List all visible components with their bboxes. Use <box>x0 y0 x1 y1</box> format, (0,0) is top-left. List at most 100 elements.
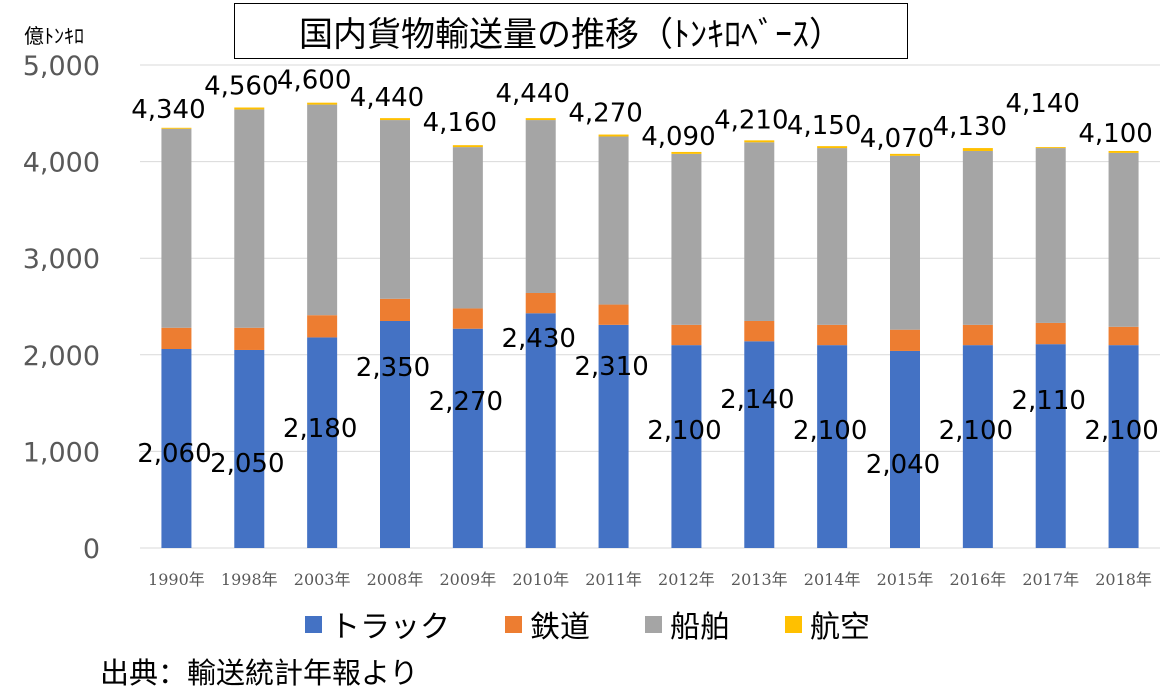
bar-segment-rail <box>307 315 338 338</box>
bar-segment-air <box>234 107 265 110</box>
bar-segment-air <box>1108 150 1139 153</box>
bar-segment-ship <box>598 136 629 305</box>
truck-data-label: 2,140 <box>720 385 794 415</box>
total-data-label: 4,270 <box>568 99 642 129</box>
bar-segment-rail <box>452 308 483 329</box>
bar-segment-rail <box>380 298 410 321</box>
legend-label-rail: 鉄道 <box>530 610 590 645</box>
total-data-label: 4,140 <box>1005 89 1079 119</box>
total-data-label: 4,210 <box>714 105 788 135</box>
bar-segment-ship <box>744 142 775 321</box>
total-data-label: 4,100 <box>1078 119 1152 149</box>
bar-segment-ship <box>817 148 848 325</box>
x-tick-label: 2009年 <box>439 570 496 589</box>
bar-segment-ship <box>962 150 993 325</box>
legend-label-air: 航空 <box>810 610 870 645</box>
total-data-label: 4,150 <box>787 111 861 141</box>
legend: トラック 鉄道 船舶 航空 <box>305 602 870 646</box>
bar-segment-rail <box>890 329 920 351</box>
bar-segment-air <box>307 102 338 105</box>
x-tick-label: 2015年 <box>877 570 934 589</box>
bar-segment-rail <box>1108 326 1139 346</box>
truck-data-label: 2,430 <box>501 324 575 354</box>
source-note: 出典：輸送統計年報より <box>100 656 419 690</box>
truck-data-label: 2,050 <box>210 449 284 479</box>
bar-segment-truck <box>1035 344 1066 548</box>
bar-segment-ship <box>234 109 265 328</box>
total-data-label: 4,130 <box>933 112 1007 142</box>
bar-segment-rail <box>671 324 702 346</box>
bar-segment-rail <box>744 320 775 342</box>
truck-data-label: 2,100 <box>939 416 1013 446</box>
bar-segment-rail <box>598 304 629 325</box>
y-tick-label: 2,000 <box>23 341 100 372</box>
legend-item-rail: 鉄道 <box>505 602 590 646</box>
bar-segment-air <box>817 146 848 149</box>
truck-data-label: 2,060 <box>137 439 211 469</box>
truck-data-label: 2,040 <box>866 450 940 480</box>
bar-segment-truck <box>817 345 848 548</box>
legend-swatch-rail <box>505 615 522 633</box>
bar-segment-truck <box>744 341 775 548</box>
legend-swatch-air <box>785 615 802 633</box>
legend-label-truck: トラック <box>330 610 450 645</box>
x-tick-label: 2016年 <box>949 570 1006 589</box>
x-tick-label: 2008年 <box>367 570 424 589</box>
bar-segment-ship <box>161 128 192 328</box>
chart-title: 国内貨物輸送量の推移（ﾄﾝｷﾛﾍﾞｰｽ） <box>234 3 908 59</box>
bar-segment-ship <box>452 147 483 309</box>
bar-segment-ship <box>1108 152 1139 327</box>
bar-segment-truck <box>598 324 629 548</box>
legend-swatch-truck <box>305 615 322 633</box>
bar-segment-rail <box>234 327 265 350</box>
bar-segment-rail <box>962 324 993 346</box>
bar-segment-ship <box>307 104 338 316</box>
x-tick-label: 2003年 <box>294 570 351 589</box>
bar-segment-air <box>744 140 775 143</box>
x-tick-label: 1998年 <box>221 570 278 589</box>
bar-segment-air <box>452 145 483 148</box>
bar-segment-ship <box>890 155 920 330</box>
x-tick-label: 2011年 <box>585 570 642 589</box>
bar-segment-ship <box>525 120 556 293</box>
total-data-label: 4,090 <box>641 122 715 152</box>
x-tick-label: 2014年 <box>804 570 861 589</box>
x-tick-label: 2017年 <box>1022 570 1079 589</box>
legend-item-air: 航空 <box>785 602 870 646</box>
bar-segment-ship <box>671 153 702 325</box>
bar-segment-truck <box>962 345 993 548</box>
legend-label-ship: 船舶 <box>670 610 730 645</box>
truck-data-label: 2,310 <box>574 352 648 382</box>
bar-segment-truck <box>452 328 483 548</box>
total-data-label: 4,440 <box>495 79 569 109</box>
y-tick-label: 5,000 <box>23 51 100 82</box>
x-tick-label: 1990年 <box>148 570 205 589</box>
bar-segment-ship <box>1035 148 1066 323</box>
truck-data-label: 2,110 <box>1011 386 1085 416</box>
truck-data-label: 2,100 <box>647 416 721 446</box>
truck-data-label: 2,350 <box>356 353 430 383</box>
total-data-label: 4,440 <box>350 83 424 113</box>
total-data-label: 4,560 <box>204 72 278 102</box>
bar-segment-air <box>671 151 702 154</box>
truck-data-label: 2,100 <box>1084 416 1158 446</box>
unit-label: 億ﾄﾝｷﾛ <box>24 24 84 48</box>
legend-swatch-ship <box>645 615 662 633</box>
x-tick-label: 2018年 <box>1095 570 1152 589</box>
bar-segment-truck <box>890 350 920 548</box>
bar-segment-rail <box>817 324 848 346</box>
legend-item-truck: トラック <box>305 602 450 646</box>
y-tick-label: 1,000 <box>23 437 100 468</box>
total-data-label: 4,340 <box>131 95 205 125</box>
x-tick-label: 2013年 <box>731 570 788 589</box>
bar-segment-air <box>161 127 192 129</box>
bar-segment-truck <box>234 349 265 548</box>
y-tick-label: 3,000 <box>23 244 100 275</box>
truck-data-label: 2,100 <box>793 416 867 446</box>
y-tick-label: 4,000 <box>23 148 100 179</box>
bar-segment-air <box>1035 147 1066 149</box>
total-data-label: 4,160 <box>423 108 497 138</box>
bar-segment-truck <box>525 313 556 548</box>
bar-segment-ship <box>380 120 410 299</box>
